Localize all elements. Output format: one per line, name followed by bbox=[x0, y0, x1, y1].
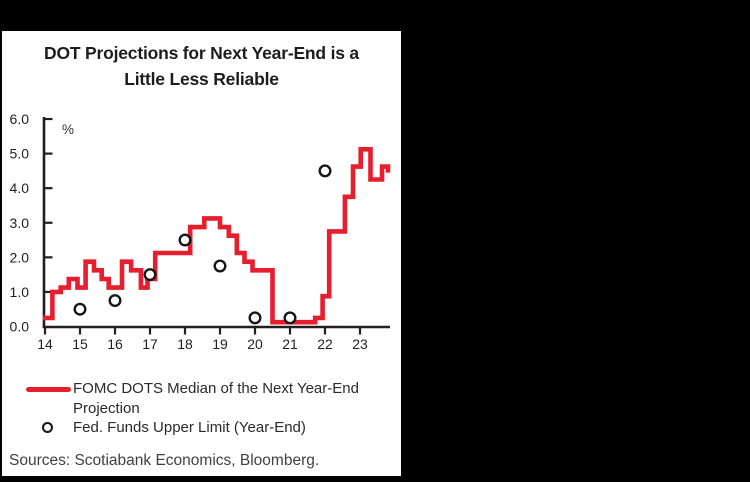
legend-label-fomc-dots-line2: Projection bbox=[73, 400, 140, 417]
y-tick-label: 3.0 bbox=[10, 215, 30, 231]
fed-funds-circle-marker bbox=[178, 233, 192, 247]
x-tick-label: 19 bbox=[212, 336, 228, 352]
y-tick-label: 2.0 bbox=[10, 249, 30, 265]
x-tick-label: 18 bbox=[177, 336, 193, 352]
sources-note: Sources: Scotiabank Economics, Bloomberg… bbox=[9, 452, 320, 469]
chart-title-line2: Little Less Reliable bbox=[124, 69, 279, 89]
y-tick-label: 5.0 bbox=[10, 146, 30, 162]
chart-title: DOT Projections for Next Year-End is a L… bbox=[2, 40, 401, 92]
fed-funds-circle-marker bbox=[143, 268, 157, 282]
y-tick-label: 1.0 bbox=[10, 284, 30, 300]
x-tick-label: 23 bbox=[352, 336, 368, 352]
x-tick-label: 21 bbox=[282, 336, 298, 352]
fed-funds-circle-marker bbox=[213, 259, 227, 273]
x-tick-label: 14 bbox=[37, 336, 53, 352]
x-tick-label: 16 bbox=[107, 336, 123, 352]
legend-red-line-swatch bbox=[26, 387, 71, 392]
y-tick-label: 6.0 bbox=[10, 111, 30, 127]
legend-open-circle-marker bbox=[42, 422, 53, 433]
legend-label-fomc-dots: FOMC DOTS Median of the Next Year-End Pr… bbox=[73, 379, 393, 419]
x-tick-label: 17 bbox=[142, 336, 158, 352]
x-tick-label: 15 bbox=[72, 336, 88, 352]
y-tick-label: 4.0 bbox=[10, 180, 30, 196]
fomc-dots-step-line bbox=[42, 147, 391, 325]
chart-card: DOT Projections for Next Year-End is a L… bbox=[2, 31, 401, 476]
fed-funds-circle-marker bbox=[318, 164, 332, 178]
legend-label-fomc-dots-line1: FOMC DOTS Median of the Next Year-End bbox=[73, 380, 359, 397]
x-tick-label: 22 bbox=[317, 336, 333, 352]
x-tick-label: 20 bbox=[247, 336, 263, 352]
fed-funds-circle-marker bbox=[108, 294, 122, 308]
fed-funds-circle-marker bbox=[283, 311, 297, 325]
fed-funds-circle-marker bbox=[73, 302, 87, 316]
y-tick-label: 0.0 bbox=[10, 319, 30, 335]
legend-label-fed-funds: Fed. Funds Upper Limit (Year-End) bbox=[73, 419, 306, 436]
chart-title-line1: DOT Projections for Next Year-End is a bbox=[44, 43, 359, 63]
percent-unit-label: % bbox=[62, 122, 74, 137]
fed-funds-circle-marker bbox=[248, 311, 262, 325]
